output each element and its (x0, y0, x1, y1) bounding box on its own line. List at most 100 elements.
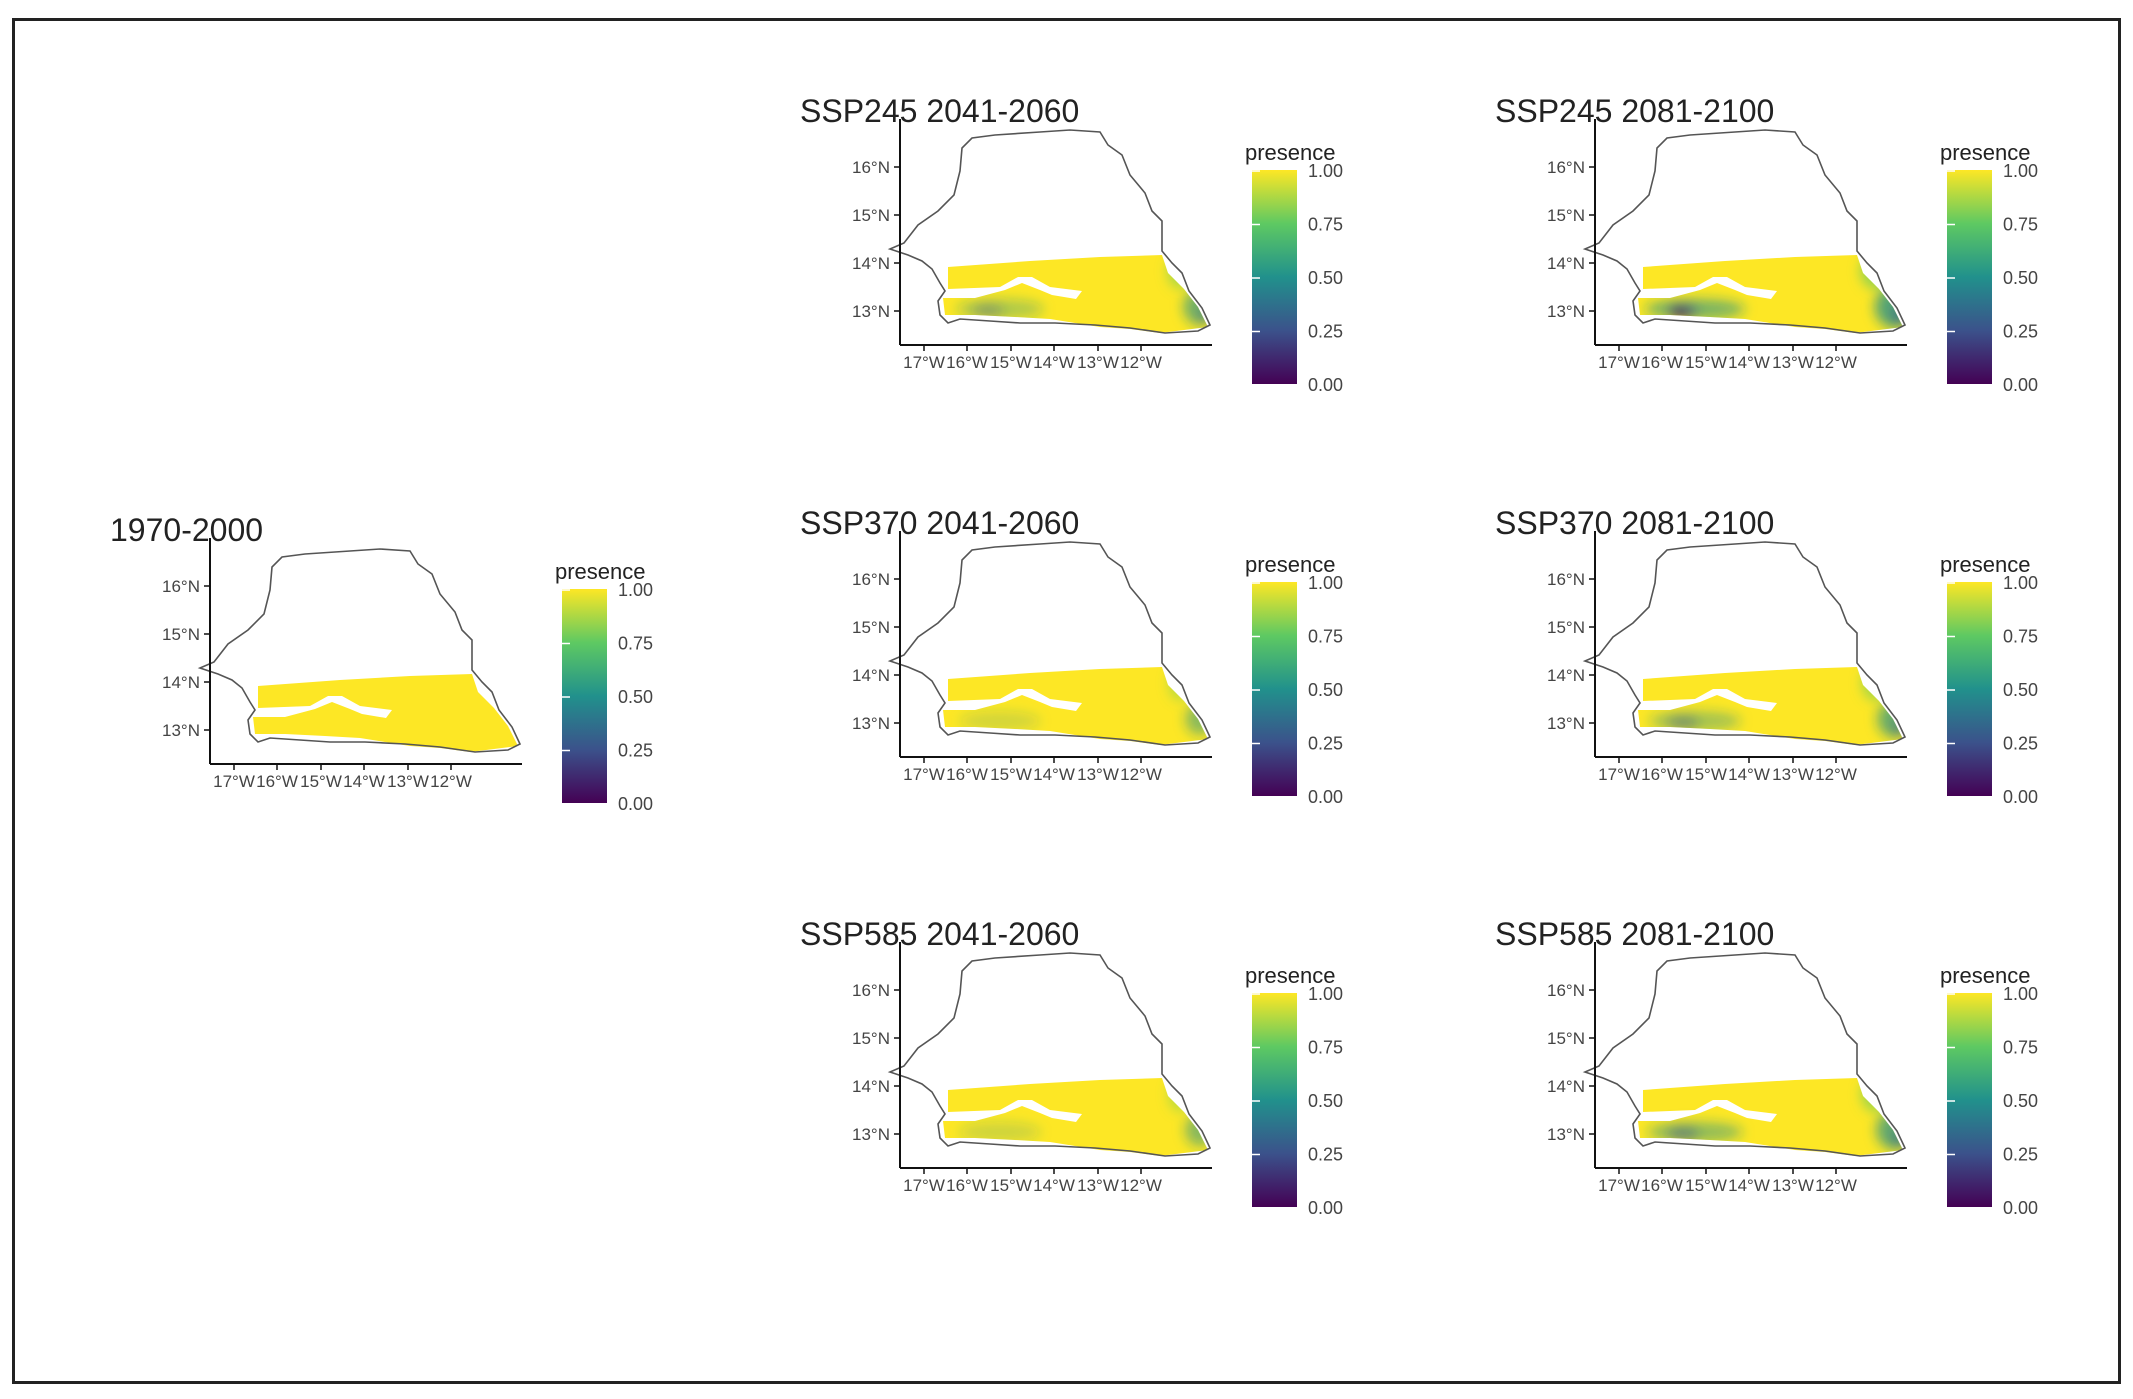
south-west-core (1667, 716, 1699, 730)
presence-raster (1638, 255, 1903, 333)
x-tick-label: 13°W (1077, 1176, 1119, 1195)
presence-fill (943, 1078, 1208, 1156)
legend-colorbar (1252, 993, 1297, 1207)
legend-tick-label: 0.75 (2003, 215, 2038, 235)
legend-tick-label: 0.50 (1308, 1091, 1343, 1111)
x-tick-label: 17°W (213, 772, 255, 791)
x-tick-label: 12°W (1815, 765, 1857, 784)
y-tick-label: 13°N (1547, 302, 1585, 321)
x-tick-label: 16°W (1641, 765, 1683, 784)
y-tick-label: 14°N (162, 673, 200, 692)
presence-raster (1638, 667, 1903, 745)
presence-raster (1638, 1078, 1903, 1156)
legend-tick-label: 0.25 (618, 741, 653, 761)
country-outline (887, 129, 1212, 334)
presence-fill (1638, 1078, 1903, 1156)
x-tick-label: 13°W (1772, 765, 1814, 784)
x-tick-label: 14°W (1728, 353, 1770, 372)
y-tick-label: 16°N (1547, 570, 1585, 589)
legend-tick-label: 1.00 (1308, 161, 1343, 181)
map-panel-ssp245-2081: SSP245 2081-2100 16°N 15°N 14°N 13°N 17°W 16°… (1495, 93, 2133, 513)
y-tick-label: 16°N (1547, 158, 1585, 177)
legend-tick-label: 0.50 (2003, 680, 2038, 700)
presence-raster (943, 667, 1208, 745)
x-tick-label: 16°W (256, 772, 298, 791)
presence-raster (943, 1078, 1208, 1156)
legend-title: presence (555, 559, 646, 584)
y-tick-label: 15°N (852, 618, 890, 637)
y-tick-label: 14°N (1547, 666, 1585, 685)
y-tick-label: 16°N (852, 981, 890, 1000)
x-tick-label: 12°W (1120, 1176, 1162, 1195)
x-tick-label: 12°W (1120, 353, 1162, 372)
legend-tick-label: 0.75 (2003, 1038, 2038, 1058)
x-tick-label: 17°W (903, 1176, 945, 1195)
legend-tick-label: 0.25 (2003, 322, 2038, 342)
x-tick-label: 14°W (1033, 353, 1075, 372)
legend-tick-label: 0.50 (1308, 680, 1343, 700)
map-plot: 16°N 15°N 14°N 13°N 17°W 16°W 15°W 14°W 13°W 12°W… (852, 942, 1343, 1218)
presence-fill (253, 674, 518, 752)
y-tick-label: 15°N (1547, 206, 1585, 225)
south-west-minimum (1670, 308, 1690, 318)
legend-tick-label: 0.50 (2003, 268, 2038, 288)
legend-tick-label: 0.00 (2003, 787, 2038, 807)
country-outline (887, 952, 1212, 1157)
x-tick-label: 15°W (990, 353, 1032, 372)
legend-tick-label: 0.00 (1308, 787, 1343, 807)
y-tick-label: 13°N (852, 302, 890, 321)
y-tick-label: 15°N (1547, 618, 1585, 637)
figure-frame (12, 18, 2121, 1384)
legend-tick-label: 0.75 (1308, 627, 1343, 647)
south-west-core (1667, 1127, 1699, 1141)
legend-title: presence (1940, 552, 2031, 577)
x-tick-label: 13°W (1077, 353, 1119, 372)
x-tick-label: 17°W (1598, 1176, 1640, 1195)
x-tick-label: 12°W (1815, 1176, 1857, 1195)
y-tick-label: 13°N (852, 1125, 890, 1144)
legend-tick-label: 0.00 (1308, 1198, 1343, 1218)
panel-title: SSP585 2081-2100 (1495, 916, 1775, 952)
presence-fill (1638, 255, 1903, 333)
legend-tick-label: 0.25 (1308, 734, 1343, 754)
y-tick-label: 16°N (852, 570, 890, 589)
south-west-core (972, 304, 1004, 318)
x-tick-label: 15°W (300, 772, 342, 791)
map-plot: 16°N 15°N 14°N 13°N 17°W 16°W 15°W 14°W 13°W 12°W… (162, 538, 653, 814)
legend-colorbar (1252, 170, 1297, 384)
panel-title: SSP585 2041-2060 (800, 916, 1080, 952)
map-panel-ssp370-2081: SSP370 2081-2100 16°N 15°N 14°N 13°N 17°W 16°… (1495, 505, 2133, 925)
y-tick-label: 15°N (852, 206, 890, 225)
panel-title: 1970-2000 (110, 512, 264, 548)
x-tick-label: 17°W (903, 765, 945, 784)
x-tick-label: 13°W (1077, 765, 1119, 784)
legend-title: presence (1940, 140, 2031, 165)
legend-colorbar (1947, 993, 1992, 1207)
x-tick-label: 15°W (1685, 353, 1727, 372)
map-plot: 16°N 15°N 14°N 13°N 17°W 16°W 15°W 14°W 13°W 12°W… (1547, 942, 2038, 1218)
legend-colorbar (562, 589, 607, 803)
panel-title: SSP370 2041-2060 (800, 505, 1080, 541)
x-tick-label: 14°W (1728, 765, 1770, 784)
legend-tick-label: 1.00 (1308, 573, 1343, 593)
y-tick-label: 13°N (1547, 714, 1585, 733)
presence-fill (1638, 667, 1903, 745)
legend-tick-label: 0.00 (2003, 1198, 2038, 1218)
legend-tick-label: 1.00 (618, 580, 653, 600)
panel-title: SSP245 2081-2100 (1495, 93, 1775, 129)
x-tick-label: 17°W (1598, 765, 1640, 784)
x-tick-label: 15°W (990, 765, 1032, 784)
x-tick-label: 13°W (387, 772, 429, 791)
legend-tick-label: 0.25 (2003, 734, 2038, 754)
presence-fill (943, 255, 1208, 333)
country-outline (197, 548, 522, 753)
y-tick-label: 13°N (1547, 1125, 1585, 1144)
x-tick-label: 14°W (1033, 1176, 1075, 1195)
legend-colorbar (1947, 582, 1992, 796)
x-tick-label: 16°W (946, 353, 988, 372)
map-plot: 16°N 15°N 14°N 13°N 17°W 16°W 15°W 14°W 13°W 12°W… (852, 119, 1343, 395)
country-outline (1582, 952, 1907, 1157)
legend-colorbar (1947, 170, 1992, 384)
x-tick-label: 12°W (430, 772, 472, 791)
east-low-presence (1185, 702, 1208, 736)
